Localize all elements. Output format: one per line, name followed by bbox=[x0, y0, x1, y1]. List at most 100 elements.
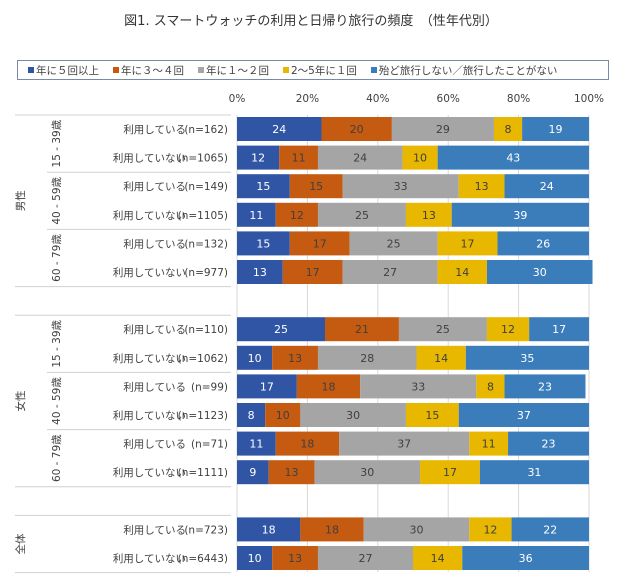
bar-segment bbox=[458, 403, 589, 427]
bar-segment bbox=[413, 546, 463, 570]
row-n: (n=723) bbox=[184, 524, 228, 536]
row-n: (n=162) bbox=[184, 124, 228, 136]
row-n: (n=99) bbox=[191, 381, 228, 393]
bar-segment bbox=[342, 260, 438, 284]
bar-segment bbox=[237, 260, 283, 284]
row-label: 利用していない bbox=[113, 410, 186, 422]
legend-item: 年に１～２回 bbox=[198, 63, 269, 78]
row-n: (n=110) bbox=[184, 324, 228, 336]
data-label: 28 bbox=[360, 352, 374, 365]
legend-item: 殆ど旅行しない／旅行したことがない bbox=[370, 63, 557, 78]
data-label: 30 bbox=[533, 266, 547, 279]
data-label: 14 bbox=[431, 552, 445, 565]
data-label: 15 bbox=[309, 180, 323, 193]
bar-segment bbox=[493, 117, 523, 141]
bar-segment bbox=[504, 374, 586, 399]
data-label: 35 bbox=[520, 352, 534, 365]
data-label: 23 bbox=[538, 380, 552, 393]
data-label: 12 bbox=[251, 152, 265, 165]
data-label: 15 bbox=[425, 409, 439, 422]
bar-segment bbox=[237, 374, 297, 399]
data-label: 25 bbox=[274, 323, 288, 336]
row-label: 利用している bbox=[123, 324, 186, 336]
age-label: 60 - 79歳 bbox=[51, 234, 63, 282]
data-label: 29 bbox=[436, 123, 450, 136]
data-label: 10 bbox=[248, 552, 262, 565]
data-label: 27 bbox=[358, 552, 372, 565]
data-label: 8 bbox=[505, 123, 512, 136]
legend: 年に５回以上 年に３～４回 年に１～２回 2～5年に１回 殆ど旅行しない／旅行したことが… bbox=[17, 60, 609, 80]
legend-label: 2～5年に１回 bbox=[291, 64, 357, 77]
data-label: 27 bbox=[383, 266, 397, 279]
bar-segment bbox=[237, 546, 273, 570]
row-n: (n=1062) bbox=[178, 353, 228, 365]
data-label: 10 bbox=[248, 352, 262, 365]
data-label: 17 bbox=[461, 237, 475, 250]
row-n: (n=1065) bbox=[178, 153, 228, 165]
bar-segment bbox=[300, 517, 364, 542]
data-label: 18 bbox=[325, 523, 339, 536]
bar-segment bbox=[272, 546, 318, 570]
bar-segment bbox=[275, 431, 340, 456]
bar-segment bbox=[486, 317, 530, 342]
row-label: 利用していない bbox=[113, 353, 186, 365]
row-n: (n=149) bbox=[184, 181, 228, 193]
data-label: 30 bbox=[360, 466, 374, 479]
data-label: 33 bbox=[411, 380, 425, 393]
bar-segment bbox=[321, 117, 392, 141]
row-label: 利用している bbox=[123, 524, 186, 536]
bar-segment bbox=[469, 431, 509, 456]
age-label: 60 - 79歳 bbox=[51, 434, 63, 482]
bar-segment bbox=[458, 174, 505, 199]
bar-segment bbox=[360, 374, 477, 399]
bar-segment bbox=[437, 145, 589, 170]
age-label: 15 - 39歳 bbox=[51, 319, 63, 367]
bar-segment bbox=[237, 403, 266, 427]
data-label: 25 bbox=[436, 323, 450, 336]
data-label: 18 bbox=[262, 523, 276, 536]
legend-swatch bbox=[283, 67, 289, 73]
bar-segment bbox=[342, 174, 459, 199]
bar-segment bbox=[237, 460, 269, 485]
data-label: 11 bbox=[292, 152, 306, 165]
bar-segment bbox=[317, 145, 403, 170]
data-label: 24 bbox=[272, 123, 286, 136]
bar-segment bbox=[237, 345, 273, 370]
data-label: 17 bbox=[306, 266, 320, 279]
bar-segment bbox=[465, 345, 589, 370]
bar-segment bbox=[282, 260, 343, 284]
data-label: 12 bbox=[501, 323, 515, 336]
data-label: 43 bbox=[506, 152, 520, 165]
data-label: 25 bbox=[355, 209, 369, 222]
bar-segment bbox=[317, 546, 413, 570]
bar-segment bbox=[275, 202, 318, 227]
data-label: 39 bbox=[513, 209, 527, 222]
data-label: 37 bbox=[517, 409, 531, 422]
bar-segment bbox=[325, 317, 399, 342]
bar-segment bbox=[237, 317, 325, 342]
data-label: 9 bbox=[249, 466, 256, 479]
bar-segment bbox=[237, 231, 290, 256]
x-tick-label: 40% bbox=[366, 93, 389, 105]
bar-segment bbox=[349, 231, 438, 256]
data-label: 13 bbox=[285, 466, 299, 479]
legend-label: 年に５回以上 bbox=[36, 64, 99, 77]
bar-segment bbox=[339, 431, 470, 456]
data-label: 26 bbox=[536, 237, 550, 250]
bar-segment bbox=[469, 517, 512, 542]
row-n: (n=132) bbox=[184, 238, 228, 250]
data-label: 13 bbox=[253, 266, 267, 279]
chart-title: 図1. スマートウォッチの利用と日帰り旅行の頻度 （性年代別） bbox=[124, 14, 498, 29]
sex-label: 女性 bbox=[14, 391, 27, 412]
bar-segment bbox=[289, 174, 343, 199]
data-label: 10 bbox=[413, 152, 427, 165]
data-label: 37 bbox=[397, 438, 411, 451]
data-label: 19 bbox=[549, 123, 563, 136]
data-label: 14 bbox=[455, 266, 469, 279]
data-label: 12 bbox=[483, 523, 497, 536]
age-label: 40 - 59歳 bbox=[51, 176, 63, 224]
data-label: 11 bbox=[249, 209, 263, 222]
data-label: 11 bbox=[249, 438, 263, 451]
data-label: 24 bbox=[540, 180, 554, 193]
bar-segment bbox=[237, 117, 322, 141]
